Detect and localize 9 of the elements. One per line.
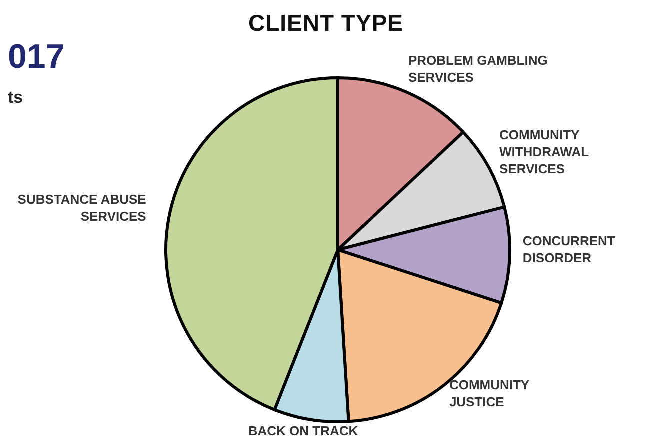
chart-title: CLIENT TYPE — [247, 10, 404, 37]
text: ts — [8, 88, 24, 108]
slice-label: COMMUNITY JUSTICE — [449, 378, 530, 410]
slice-label: COMMUNITY WITHDRAWAL SERVICES — [500, 128, 590, 177]
slice-label: BACK ON TRACK — [248, 424, 359, 440]
text: 017 — [8, 38, 65, 77]
slice-label: SUBSTANCE ABUSE SERVICES — [18, 192, 147, 224]
slice-label: PROBLEM GAMBLING SERVICES — [408, 54, 548, 86]
slice-label: CONCURRENT DISORDER — [522, 234, 616, 266]
